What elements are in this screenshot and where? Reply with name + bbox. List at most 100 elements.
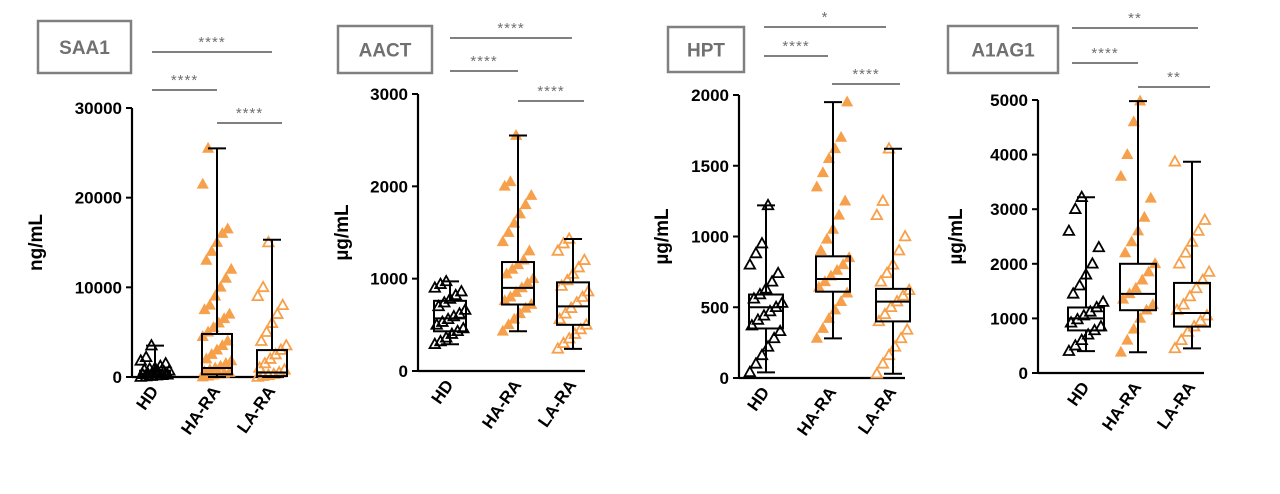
data-point: [504, 175, 517, 187]
data-point: [1168, 154, 1182, 167]
data-point: [502, 318, 515, 330]
y-tick-label: 30000: [75, 99, 122, 118]
data-point: [1176, 297, 1191, 310]
data-point: [443, 291, 457, 304]
significance-label: ****: [1091, 45, 1118, 62]
data-point: [270, 306, 285, 319]
y-tick-label: 500: [701, 298, 729, 317]
data-point: [428, 280, 442, 293]
data-point: [1138, 210, 1151, 222]
x-tick-label: HA-RA: [1098, 378, 1145, 434]
data-point: [870, 366, 884, 379]
data-point: [834, 295, 848, 306]
data-point: [203, 298, 216, 310]
data-point: [139, 349, 153, 363]
data-point: [496, 235, 509, 247]
chart-title: AACT: [359, 41, 412, 62]
data-point: [433, 276, 448, 289]
data-point: [577, 252, 592, 265]
data-point: [431, 299, 446, 312]
data-point: [1092, 240, 1106, 253]
data-point: [1121, 148, 1134, 159]
data-point: [1062, 223, 1076, 236]
data-point: [221, 334, 234, 346]
data-point: [1168, 341, 1182, 354]
data-point: [196, 177, 209, 189]
data-point: [810, 180, 823, 192]
data-point: [767, 331, 781, 344]
significance-label: ****: [236, 105, 263, 122]
significance-label: ****: [497, 20, 524, 37]
title-box: SAA1: [36, 19, 133, 75]
significance-label: ****: [470, 53, 497, 70]
title-box: A1AG1: [946, 24, 1060, 75]
data-point: [1191, 223, 1206, 236]
chart-title: HPT: [687, 41, 725, 62]
y-tick-label: 0: [720, 369, 729, 388]
data-point: [1127, 115, 1140, 127]
data-point: [1066, 286, 1080, 299]
data-point: [839, 194, 852, 206]
y-tick-label: 0: [399, 362, 408, 381]
data-point: [810, 331, 823, 343]
data-point: [1068, 201, 1083, 214]
chart-panel-saa1: SAA1 **** **** **** 0 10000 20000 30000 ng/mL HD H…: [26, 19, 294, 438]
data-point: [882, 348, 896, 361]
data-point: [560, 273, 575, 286]
x-tick-label: HA-RA: [478, 376, 525, 432]
y-tick-label: 4000: [990, 146, 1028, 165]
data-point: [1202, 264, 1216, 277]
data-point: [1114, 169, 1127, 181]
y-tick-label: 5000: [990, 91, 1028, 110]
x-tick-label: LA-RA: [854, 383, 900, 437]
data-point: [773, 323, 787, 337]
box-iqr: [256, 349, 288, 378]
y-axis-label: µg/mL: [652, 208, 673, 265]
data-point: [428, 336, 442, 349]
data-point: [900, 322, 914, 335]
chart-title: SAA1: [59, 38, 110, 59]
data-point: [279, 338, 294, 351]
data-point: [1195, 272, 1210, 285]
data-point: [880, 265, 894, 279]
data-point: [749, 356, 763, 369]
data-point: [454, 284, 469, 297]
data-point: [448, 287, 463, 301]
data-point: [275, 297, 290, 311]
data-point: [1183, 289, 1197, 302]
data-point: [250, 288, 265, 302]
data-point: [878, 306, 892, 320]
data-point: [571, 260, 586, 273]
data-point: [508, 312, 521, 324]
y-axis-label: µg/mL: [946, 208, 967, 265]
data-point: [209, 289, 222, 301]
data-point: [876, 193, 890, 206]
data-point: [1178, 245, 1193, 258]
data-point: [834, 130, 848, 142]
data-point: [1174, 332, 1189, 345]
x-tick-label: HA-RA: [793, 383, 840, 439]
data-point: [1172, 256, 1186, 269]
y-tick-label: 3000: [370, 85, 408, 104]
y-axis-label: µg/mL: [332, 204, 353, 261]
data-point: [1144, 191, 1157, 203]
data-point: [896, 288, 910, 301]
data-point: [508, 216, 521, 228]
box-iqr: [748, 293, 784, 330]
x-tick-label: LA-RA: [1153, 378, 1199, 432]
data-point: [749, 246, 763, 259]
data-point: [898, 229, 912, 242]
data-point: [743, 364, 757, 378]
data-point: [447, 309, 461, 322]
data-point: [816, 321, 829, 333]
data-point: [496, 324, 509, 336]
data-point: [824, 269, 838, 281]
data-point: [525, 189, 538, 200]
y-tick-label: 10000: [75, 278, 122, 297]
data-point: [816, 166, 829, 178]
data-point: [1114, 345, 1127, 357]
data-point: [435, 314, 450, 327]
